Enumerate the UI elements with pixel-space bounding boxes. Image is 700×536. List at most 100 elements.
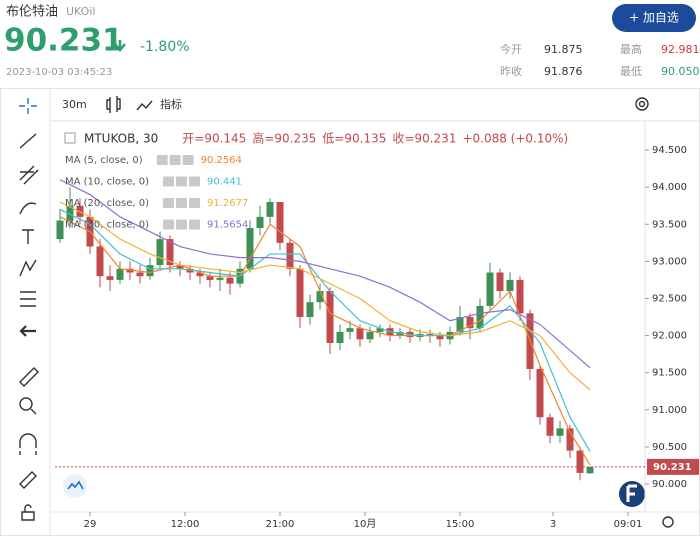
- x-tick-label: 09:01: [614, 519, 643, 530]
- y-tick-label: 94.000: [652, 182, 687, 193]
- ma-legend-name: MA (5, close, 0): [65, 155, 143, 166]
- candle-body: [296, 268, 304, 318]
- ma-line: [59, 201, 591, 391]
- candle-body: [326, 291, 334, 344]
- ma-line: [59, 216, 591, 466]
- ma-legend-button: [176, 176, 188, 187]
- interval-button[interactable]: 30m: [62, 98, 87, 111]
- ma-line: [59, 179, 591, 369]
- ohlc-value: 高=90.235: [252, 131, 316, 146]
- ma-legend-value: 90.441: [207, 177, 242, 188]
- settings-button[interactable]: [635, 97, 649, 111]
- axis-settings[interactable]: [662, 516, 674, 528]
- stat-label: 最高: [620, 42, 642, 56]
- left-tools[interactable]: [19, 98, 39, 521]
- timestamp: 2023-10-03 03:45:23: [6, 67, 112, 78]
- candle-body: [336, 331, 344, 344]
- ma-legend-button: [176, 198, 188, 208]
- candle-body: [106, 276, 114, 280]
- indicator-button[interactable]: 指标: [160, 97, 182, 111]
- ohlc-value: 低=90.135: [322, 132, 386, 146]
- legend-icon: [64, 132, 76, 144]
- candle-body: [126, 268, 134, 273]
- stat-value: 91.876: [544, 65, 583, 78]
- ma-legend-value: 91.2677: [207, 198, 248, 209]
- ma-legend-button: [156, 155, 168, 165]
- candle-body: [556, 428, 564, 436]
- candle-body: [316, 291, 324, 303]
- candle-body: [566, 428, 574, 451]
- ma-legend-name: MA (20, close, 0): [65, 198, 149, 209]
- candle-body: [536, 368, 544, 418]
- title: 布伦特油: [6, 5, 58, 20]
- candle-body: [166, 239, 174, 266]
- candle-body: [576, 450, 584, 473]
- y-tick-label: 94.500: [652, 145, 687, 156]
- candle-body: [146, 265, 154, 277]
- candle-body: [466, 317, 474, 329]
- y-tick-label: 91.500: [652, 368, 687, 379]
- settings-button-center: [638, 100, 646, 108]
- candle-body: [516, 279, 524, 314]
- indicator-icon[interactable]: [136, 100, 153, 111]
- candle-body: [486, 272, 494, 306]
- ohlc-value: 收=90.231: [392, 132, 456, 146]
- x-tick-label: 15:00: [446, 519, 475, 530]
- down-arrow: [114, 40, 126, 52]
- candle-body: [206, 276, 214, 280]
- ma-line: [59, 208, 591, 452]
- candle-body: [266, 201, 274, 217]
- candle-body: [256, 216, 264, 228]
- ma-legend-value: 91.5654: [207, 220, 248, 231]
- candle-type-button[interactable]: [106, 96, 121, 113]
- ma-legend-button: [163, 219, 175, 230]
- ma-legend-button: [169, 155, 181, 165]
- candle-body: [356, 328, 364, 340]
- x-tick-label: 29: [84, 519, 97, 530]
- candle-body: [156, 239, 164, 266]
- price: 90.231: [4, 23, 124, 59]
- candle-body: [436, 335, 444, 340]
- candle-body: [306, 302, 314, 318]
- x-tick-label: 3: [550, 519, 556, 530]
- ma-legend-button: [163, 176, 175, 187]
- change: -1.80%: [140, 39, 190, 55]
- watch-button[interactable]: [612, 4, 696, 32]
- candle-body: [456, 317, 464, 332]
- symbol-label: MTUKOB, 30: [84, 132, 158, 146]
- candle-body: [506, 279, 514, 292]
- candle-body: [286, 242, 294, 269]
- stat-label: 昨收: [500, 64, 522, 78]
- candle-body: [246, 227, 254, 269]
- candle-body: [426, 334, 434, 336]
- ma-legend-button: [176, 219, 188, 230]
- ma-legend-name: MA (30, close, 0): [65, 220, 149, 231]
- x-tick-label: 12:00: [171, 519, 200, 530]
- candle-body: [136, 272, 144, 277]
- ma-legend-value: 90.2564: [201, 155, 242, 166]
- cloud-icon: [67, 480, 84, 490]
- y-tick-label: 92.000: [652, 331, 687, 342]
- stat-label: 最低: [620, 65, 642, 78]
- candle-body: [56, 220, 64, 240]
- ohlc-value: +0.088 (+0.10%): [462, 132, 568, 146]
- plot: 90.000 90.500 91.000 91.500 92.000 92.500 93.0…: [50, 121, 700, 530]
- candle-body: [376, 328, 384, 332]
- candle-body: [176, 265, 184, 269]
- candle-body: [346, 328, 354, 332]
- watch-button-label[interactable]: + 加自选: [629, 11, 679, 25]
- stat-value: 90.050: [661, 65, 700, 78]
- candle-body: [96, 246, 104, 277]
- candle-body: [226, 277, 234, 284]
- stat-value: 91.875: [544, 43, 583, 56]
- candle-body: [116, 268, 124, 280]
- ma-legend-button: [189, 198, 201, 208]
- ma-legend-button: [189, 176, 201, 187]
- x-tick-label: 21:00: [266, 519, 295, 530]
- last-price-label: 90.231: [653, 462, 692, 473]
- y-tick-label: 93.000: [652, 256, 687, 267]
- symbol: UKOil: [66, 5, 95, 18]
- y-tick-label: 90.500: [652, 442, 687, 453]
- candle-body: [186, 268, 194, 273]
